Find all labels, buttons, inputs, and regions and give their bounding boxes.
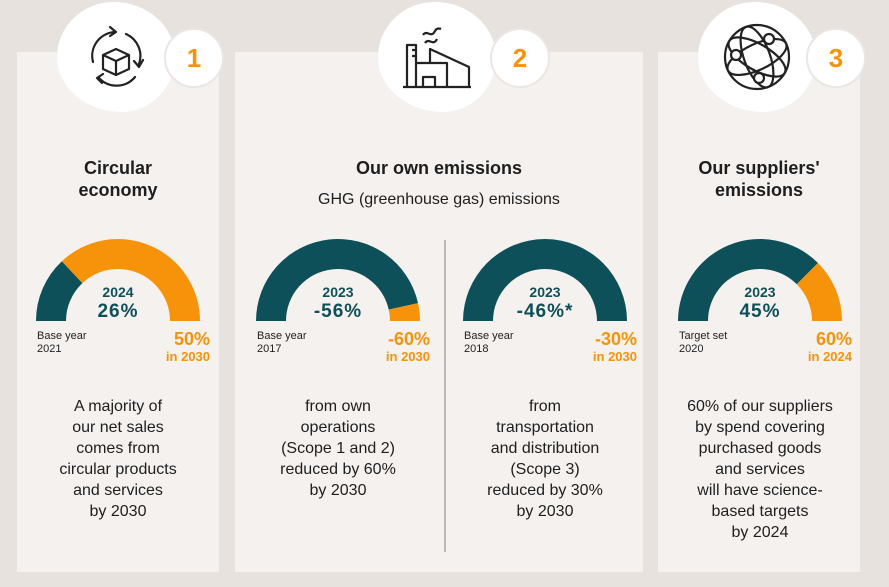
target-year: in 2024 [807,349,852,364]
target-value: -30% [594,329,637,349]
step-number-1: 1 [164,28,224,88]
description-text: from transportation and distribution (Sc… [487,398,603,520]
base-label: Base year [257,330,307,342]
target-value: -60% [387,329,430,349]
base-label: Target set [679,330,728,342]
panel-title: Our own emissions [355,158,523,178]
base-year-label: Base year 2018 [464,330,514,356]
gauge-year: 2023 [744,284,776,300]
base-label: Base year [37,330,87,342]
description-text: from own operations (Scope 1 and 2) redu… [280,398,396,499]
base-year: 2020 [679,343,704,355]
target-value: 60% [815,329,852,349]
title-line: emissions [714,180,804,200]
base-year-label: Base year 2017 [257,330,307,356]
gauge-progress [463,239,627,321]
step-number-2: 2 [490,28,550,88]
gauge-chart [256,238,420,321]
base-year-label: Target set 2020 [679,330,727,356]
gauge-chart [463,239,627,321]
base-year: 2017 [257,343,282,355]
gauge-remaining [796,263,842,321]
gauge-year: 2023 [529,284,561,300]
gauge-remaining [61,239,200,321]
gauge-value: 26% [97,301,139,322]
target-year: in 2030 [592,349,637,364]
gauge-year: 2023 [322,284,354,300]
target-year: in 2030 [385,349,430,364]
network-globe-icon [698,2,816,112]
base-year: 2021 [37,343,62,355]
gauge-progress [678,238,818,321]
panel-title: Our suppliers' emissions [658,157,860,201]
gauge-progress [256,238,419,321]
gauge-progress [36,261,83,321]
gauge-chart [36,239,200,321]
base-year: 2018 [464,343,489,355]
title-line: Our suppliers' [698,158,820,178]
gauge-remaining [388,303,420,321]
panel-own-emissions [235,52,643,572]
step-number-3: 3 [806,28,866,88]
gauge-value: 45% [739,301,781,322]
title-line: economy [78,180,158,200]
gauge-value: -56% [313,301,363,322]
target-year: in 2030 [165,349,210,364]
description-text: A majority of our net sales comes from c… [59,398,177,520]
panel-subtitle: GHG (greenhouse gas) emissions [318,191,560,208]
circular-box-icon [57,2,175,112]
title-line: Circular [83,158,153,178]
divider [444,240,446,552]
panel-title: Circular economy [17,157,219,201]
gauge-chart [678,238,842,321]
gauge-year: 2024 [102,284,134,300]
gauge-value: -46%* [516,301,574,322]
factory-icon [378,2,496,112]
base-label: Base year [464,330,514,342]
target-value: 50% [173,329,210,349]
base-year-label: Base year 2021 [37,330,87,356]
description-text: 60% of our suppliers by spend covering p… [687,398,833,541]
